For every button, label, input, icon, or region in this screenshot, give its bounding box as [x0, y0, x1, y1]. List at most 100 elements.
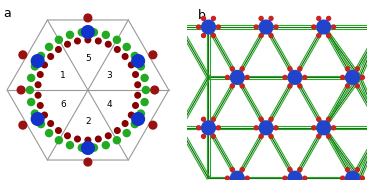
Circle shape: [31, 113, 44, 125]
Circle shape: [201, 134, 206, 138]
Text: 2: 2: [85, 117, 91, 126]
Circle shape: [37, 52, 45, 59]
Circle shape: [115, 128, 120, 133]
Circle shape: [113, 137, 121, 144]
Circle shape: [113, 36, 121, 43]
Circle shape: [211, 16, 215, 20]
Circle shape: [355, 67, 359, 71]
Circle shape: [225, 75, 229, 79]
Circle shape: [82, 26, 94, 38]
Circle shape: [19, 51, 27, 59]
Circle shape: [231, 71, 244, 84]
Circle shape: [327, 134, 331, 138]
Circle shape: [56, 47, 61, 52]
Circle shape: [245, 75, 249, 79]
Circle shape: [129, 112, 134, 118]
Circle shape: [288, 168, 292, 172]
Circle shape: [274, 126, 278, 130]
Circle shape: [123, 130, 130, 137]
Circle shape: [149, 51, 157, 59]
Text: b: b: [198, 9, 206, 22]
Circle shape: [17, 86, 25, 94]
Circle shape: [288, 84, 292, 88]
Circle shape: [317, 20, 330, 34]
Circle shape: [42, 62, 47, 68]
Circle shape: [298, 67, 302, 71]
Circle shape: [225, 176, 229, 180]
Circle shape: [240, 67, 244, 71]
Circle shape: [115, 47, 120, 52]
Circle shape: [102, 142, 109, 149]
Circle shape: [345, 168, 350, 172]
Circle shape: [254, 25, 258, 29]
Circle shape: [131, 52, 138, 59]
Circle shape: [96, 38, 101, 44]
Circle shape: [151, 86, 158, 94]
Circle shape: [360, 176, 364, 180]
Circle shape: [197, 126, 201, 130]
Circle shape: [259, 134, 263, 138]
Circle shape: [197, 25, 201, 29]
Circle shape: [288, 71, 302, 84]
Circle shape: [201, 20, 215, 34]
Circle shape: [317, 117, 321, 121]
Circle shape: [135, 82, 141, 88]
Circle shape: [211, 117, 215, 121]
Circle shape: [298, 84, 302, 88]
Circle shape: [132, 55, 144, 67]
Circle shape: [55, 36, 62, 43]
Text: 1: 1: [60, 71, 66, 80]
Circle shape: [137, 110, 144, 117]
Circle shape: [312, 25, 316, 29]
Circle shape: [96, 136, 101, 142]
Text: a: a: [3, 7, 11, 20]
Circle shape: [283, 176, 287, 180]
Circle shape: [84, 14, 92, 22]
Circle shape: [35, 82, 41, 88]
Circle shape: [259, 121, 273, 135]
Circle shape: [31, 55, 44, 67]
Circle shape: [123, 43, 130, 50]
Circle shape: [85, 37, 91, 43]
Circle shape: [137, 63, 144, 70]
Text: 6: 6: [60, 100, 66, 109]
Circle shape: [245, 176, 249, 180]
Circle shape: [42, 112, 47, 118]
Circle shape: [312, 126, 316, 130]
Circle shape: [288, 171, 302, 180]
Circle shape: [201, 121, 215, 135]
Circle shape: [26, 86, 33, 94]
Circle shape: [55, 137, 62, 144]
Circle shape: [65, 41, 70, 47]
Circle shape: [48, 121, 53, 126]
Circle shape: [345, 171, 359, 180]
Circle shape: [46, 43, 53, 50]
Circle shape: [201, 117, 206, 121]
Circle shape: [78, 144, 85, 151]
Circle shape: [28, 74, 35, 82]
Circle shape: [201, 16, 206, 20]
Circle shape: [231, 171, 244, 180]
Circle shape: [65, 133, 70, 139]
Circle shape: [143, 86, 149, 94]
Circle shape: [259, 117, 263, 121]
Circle shape: [211, 134, 215, 138]
Circle shape: [259, 16, 263, 20]
Circle shape: [31, 110, 39, 117]
Circle shape: [46, 130, 53, 137]
Circle shape: [240, 168, 244, 172]
Circle shape: [298, 168, 302, 172]
Circle shape: [327, 117, 331, 121]
Circle shape: [288, 67, 292, 71]
Circle shape: [122, 121, 128, 126]
Circle shape: [78, 29, 85, 36]
Circle shape: [75, 136, 80, 142]
Circle shape: [355, 84, 359, 88]
Circle shape: [28, 98, 35, 106]
Text: 4: 4: [106, 100, 112, 109]
Circle shape: [259, 20, 273, 34]
Circle shape: [303, 75, 307, 79]
Circle shape: [131, 121, 138, 128]
Circle shape: [317, 121, 330, 135]
Circle shape: [211, 34, 215, 38]
